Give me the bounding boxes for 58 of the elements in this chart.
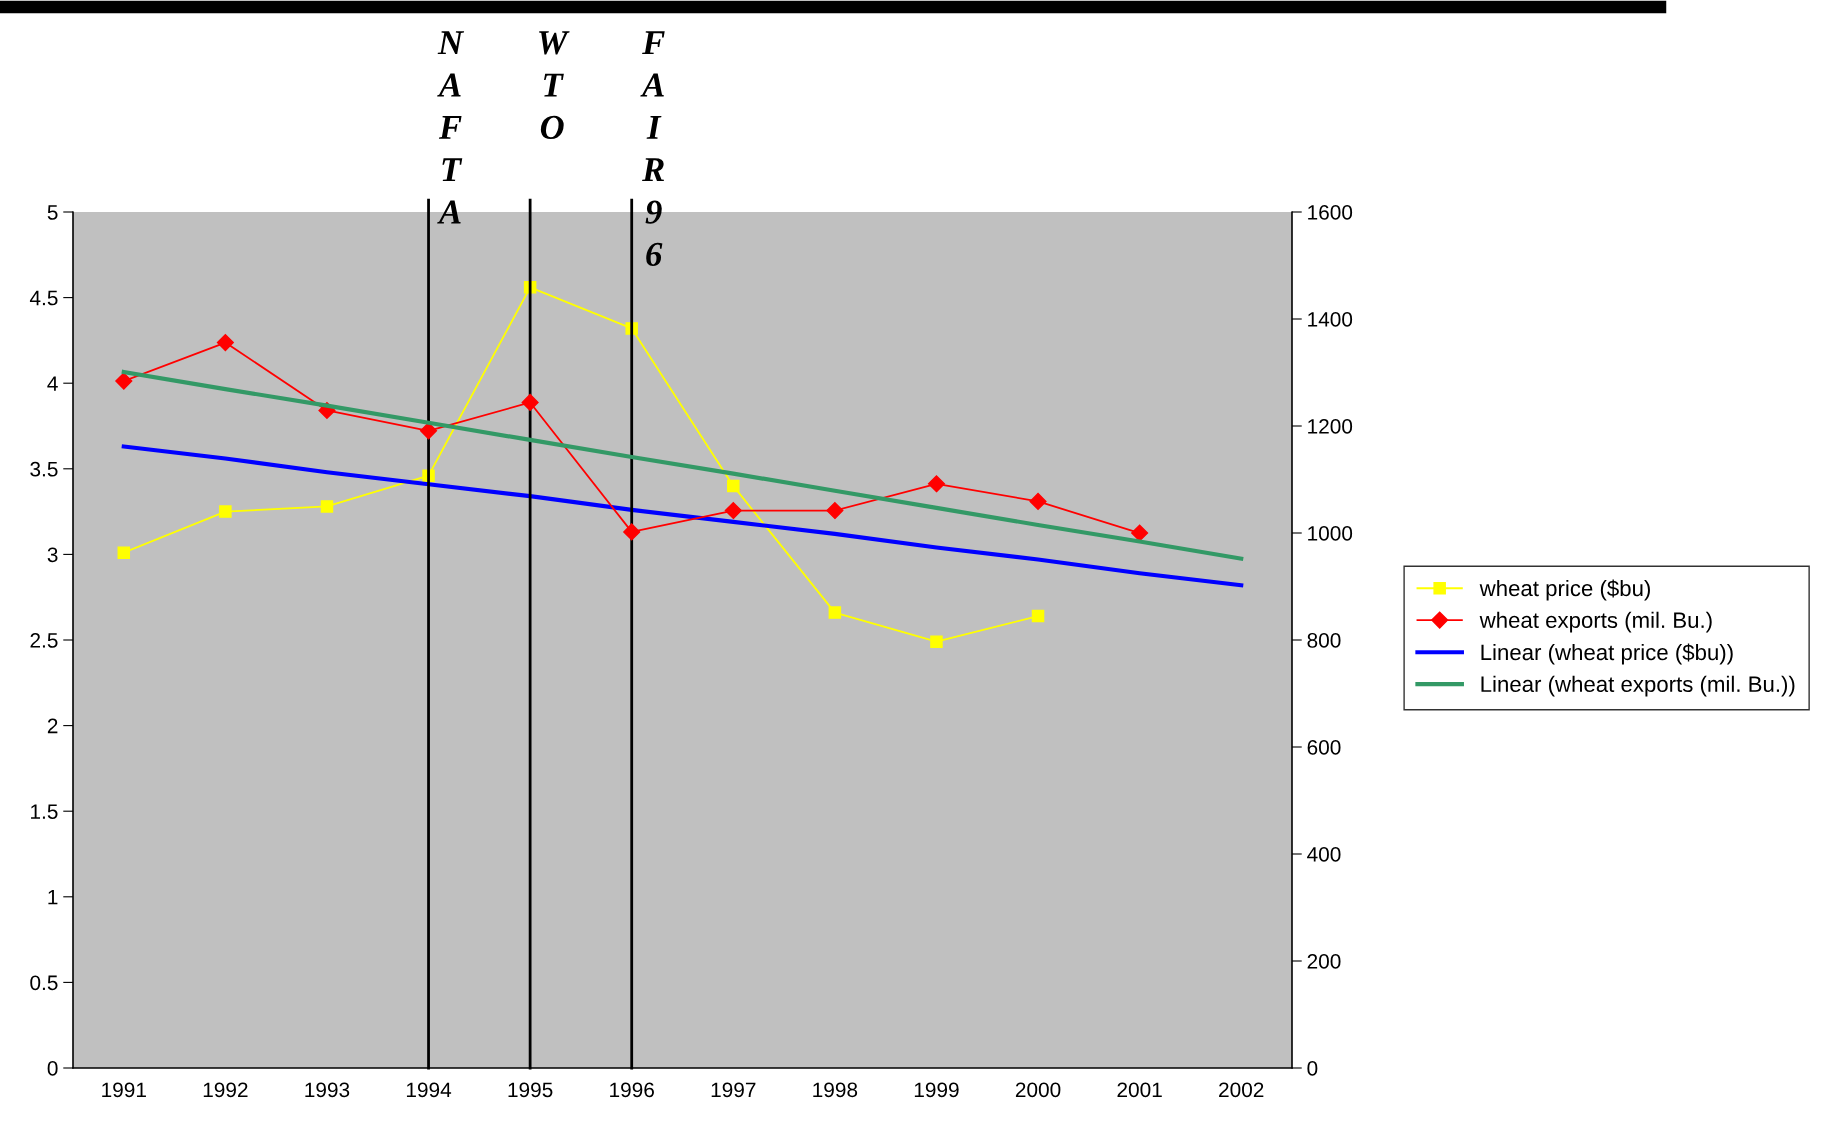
y-tick-label: 0.5 (30, 975, 58, 991)
legend-label: wheat exports (mil. Bu.) (1479, 611, 1712, 633)
point (419, 422, 438, 440)
legend-label: Linear (wheat exports (mil. Bu.)) (1481, 675, 1795, 697)
x-tick-label: 1995 (508, 1082, 553, 1098)
point (1029, 492, 1047, 510)
y2-tick-label: 800 (1307, 633, 1341, 648)
point (930, 635, 943, 648)
point (828, 606, 842, 619)
line-series (121, 444, 1244, 588)
point (115, 372, 133, 390)
x-tick-label: 1994 (406, 1082, 452, 1098)
y2-tick-label: 1600 (1308, 205, 1353, 220)
legend-label: Linear (wheat price ($bu)) (1481, 643, 1733, 665)
x-tick-label: 1996 (610, 1082, 654, 1098)
y-tick-label: 1 (48, 890, 58, 905)
point (219, 505, 232, 518)
point (727, 479, 740, 493)
ref-line-label: FAIR96 (640, 31, 665, 267)
point (826, 501, 844, 520)
point (927, 475, 946, 493)
y-tick-label: 1.5 (31, 804, 58, 819)
x-tick-label: 1997 (711, 1082, 756, 1098)
point (320, 500, 334, 513)
x-tick-label: 2002 (1219, 1082, 1264, 1098)
point (623, 523, 641, 541)
y-tick-label: 3.5 (30, 461, 58, 477)
y-tick-label: 0 (47, 1061, 58, 1076)
y-tick-label: 4.5 (29, 290, 58, 306)
point (117, 546, 131, 559)
y2-tick-label: 1200 (1308, 419, 1353, 434)
line-series (121, 369, 1244, 561)
y2-tick-label: 400 (1307, 847, 1341, 862)
x-tick-label: 2001 (1117, 1082, 1162, 1098)
x-tick-label: 2000 (1015, 1082, 1061, 1098)
x-tick-label: 1992 (203, 1082, 248, 1098)
ref-line-label: NAFTA (437, 31, 465, 224)
ref-line-label: WTO (539, 31, 570, 140)
y-tick-label: 4 (47, 376, 58, 391)
x-tick-label: 1991 (102, 1082, 146, 1098)
y-tick-label: 3 (47, 547, 58, 563)
y2-tick-label: 1400 (1308, 312, 1353, 327)
point (1031, 609, 1045, 623)
legend-label: wheat price ($bu) (1479, 579, 1650, 601)
y2-tick-label: 0 (1307, 1061, 1318, 1076)
x-tick-label: 1993 (305, 1082, 350, 1098)
y2-tick-label: 200 (1307, 954, 1341, 969)
y-tick-label: 2 (47, 718, 58, 734)
x-tick-label: 1999 (914, 1082, 959, 1098)
y2-tick-label: 600 (1307, 740, 1341, 755)
point (216, 333, 234, 352)
y2-tick-label: 1000 (1308, 526, 1353, 541)
point (521, 393, 539, 412)
y-tick-label: 2.5 (30, 633, 58, 648)
y-tick-label: 5 (47, 205, 58, 220)
point (1131, 524, 1149, 542)
x-tick-label: 1998 (813, 1082, 858, 1098)
point (724, 501, 742, 520)
